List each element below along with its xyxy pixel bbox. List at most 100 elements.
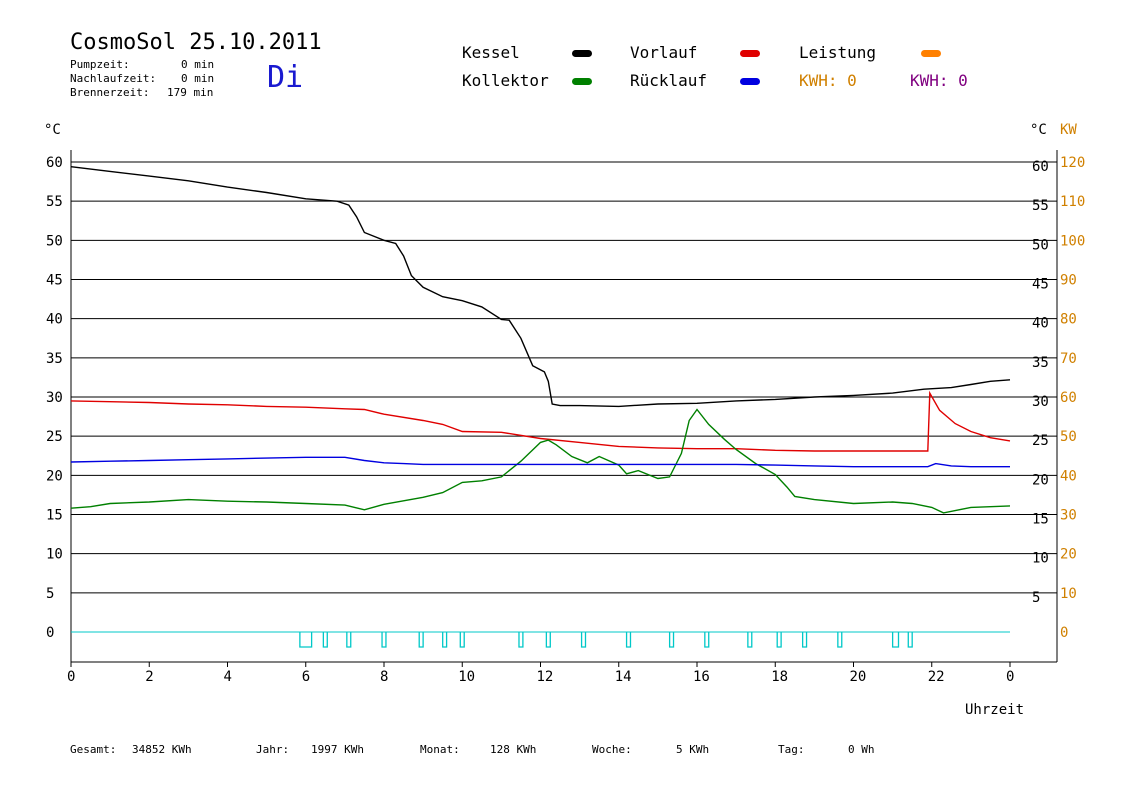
y-tick-right: 20 <box>1032 472 1049 488</box>
pump-pulse <box>837 632 843 648</box>
legend-kollektor-label: Kollektor <box>462 71 549 90</box>
series-lines <box>70 166 1011 514</box>
footer-tag-value: 0 Wh <box>848 743 875 756</box>
series-line-kessel <box>70 166 1011 408</box>
y2-tick: 30 <box>1060 508 1077 524</box>
x-tick-label: 20 <box>850 669 867 685</box>
x-tick-label: 10 <box>458 669 475 685</box>
footer-woche-value: 5 KWh <box>676 743 710 756</box>
y-tick-right: 60 <box>1032 159 1049 175</box>
x-tick-label: 0 <box>1006 669 1014 685</box>
brenner-time-label: Brennerzeit: <box>70 86 150 99</box>
pump-pulse <box>322 632 328 648</box>
pump-pulse <box>442 632 448 648</box>
y2-tick: 50 <box>1060 429 1077 445</box>
y2-tick: 0 <box>1060 625 1068 641</box>
y-tick-right: 50 <box>1032 237 1049 253</box>
y-tick-right: 35 <box>1032 355 1049 371</box>
footer-woche-label: Woche: <box>592 743 632 756</box>
legend-kollektor-swatch <box>572 78 592 85</box>
pump-pulse <box>801 632 808 648</box>
y-tick-left: 0 <box>46 625 54 641</box>
x-tick-label: 14 <box>615 669 632 685</box>
pump-time-label: Pumpzeit: <box>70 58 130 71</box>
kw-axis-unit: KW <box>1060 122 1077 138</box>
grid-lines <box>71 161 1057 594</box>
x-tick-label: 18 <box>771 669 788 685</box>
pump-pulse <box>668 632 675 648</box>
chart-title: CosmoSol 25.10.2011 <box>70 30 322 55</box>
y-tick-right: 15 <box>1032 512 1049 528</box>
nachlauf-time-label: Nachlaufzeit: <box>70 72 157 85</box>
brenner-time-value: 179 min <box>167 86 214 99</box>
legend-vorlauf-swatch <box>740 50 760 57</box>
y2-tick: 110 <box>1060 194 1085 210</box>
y-tick-left: 5 <box>46 586 54 602</box>
pump-pulse <box>381 632 387 648</box>
y-tick-left: 30 <box>46 390 63 406</box>
pump-pulse <box>418 632 424 648</box>
pump-time-value: 0 min <box>181 58 215 71</box>
y-tick-left: 20 <box>46 468 63 484</box>
x-tick-label: 22 <box>928 669 945 685</box>
legend-kwh-total: KWH: 0 <box>799 71 857 90</box>
footer-tag-label: Tag: <box>778 743 805 756</box>
series-line-rcklauf <box>70 456 1010 468</box>
y-tick-left: 45 <box>46 273 63 289</box>
legend-ruecklauf-label: Rücklauf <box>630 71 708 90</box>
x-tick-label: 12 <box>537 669 554 685</box>
series-line-vorlauf <box>70 390 1011 452</box>
y2-tick: 20 <box>1060 547 1077 563</box>
y2-tick: 70 <box>1060 351 1077 367</box>
legend-kwh-second: KWH: 0 <box>910 71 968 90</box>
legend-leistung-label: Leistung <box>799 43 877 62</box>
pump-pulse <box>346 632 352 648</box>
x-tick-label: 0 <box>67 669 75 685</box>
legend-leistung-swatch <box>921 50 941 57</box>
y-tick-right: 10 <box>1032 551 1049 567</box>
pump-pulse <box>299 632 313 648</box>
series-line-kollektor <box>70 408 1011 514</box>
legend-vorlauf-label: Vorlauf <box>630 43 698 62</box>
legend-ruecklauf-swatch <box>740 78 760 85</box>
pump-pulse <box>518 632 524 648</box>
y2-tick: 120 <box>1060 155 1085 171</box>
y-tick-left: 55 <box>46 194 63 210</box>
x-tick-label: 4 <box>224 669 232 685</box>
footer-jahr-value: 1997 KWh <box>311 743 364 756</box>
footer-gesamt-value: 34852 KWh <box>132 743 192 756</box>
y-tick-left: 15 <box>46 508 63 524</box>
pump-pulse <box>580 632 587 648</box>
footer-monat-value: 128 KWh <box>490 743 537 756</box>
y2-tick: 80 <box>1060 312 1077 328</box>
y2-tick: 90 <box>1060 273 1077 289</box>
y-tick-right: 55 <box>1032 198 1049 214</box>
y-tick-left: 10 <box>46 547 63 563</box>
pump-pulse <box>459 632 465 648</box>
right-axis-unit: °C <box>1030 122 1047 138</box>
pump-pulse <box>704 632 710 648</box>
x-tick-label: 8 <box>380 669 388 685</box>
y-tick-left: 25 <box>46 429 63 445</box>
x-tick-label: 6 <box>302 669 310 685</box>
axes <box>70 150 1058 667</box>
y-tick-right: 30 <box>1032 394 1049 410</box>
y-tick-left: 40 <box>46 312 63 328</box>
y-tick-left: 60 <box>46 155 63 171</box>
left-axis-unit: °C <box>44 122 61 138</box>
y-tick-right: 5 <box>1032 590 1040 606</box>
pump-pulses <box>71 631 1010 648</box>
weekday-label: Di <box>267 60 304 95</box>
legend-kessel-swatch <box>572 50 592 57</box>
pump-pulse <box>891 632 900 648</box>
nachlauf-time-value: 0 min <box>181 72 215 85</box>
x-tick-label: 2 <box>145 669 153 685</box>
y2-tick: 60 <box>1060 390 1077 406</box>
footer-monat-label: Monat: <box>420 743 460 756</box>
x-axis-label: Uhrzeit <box>965 702 1024 718</box>
y-tick-left: 35 <box>46 351 63 367</box>
y2-tick: 40 <box>1060 468 1077 484</box>
pump-pulse <box>907 632 913 648</box>
footer-jahr-label: Jahr: <box>256 743 290 756</box>
